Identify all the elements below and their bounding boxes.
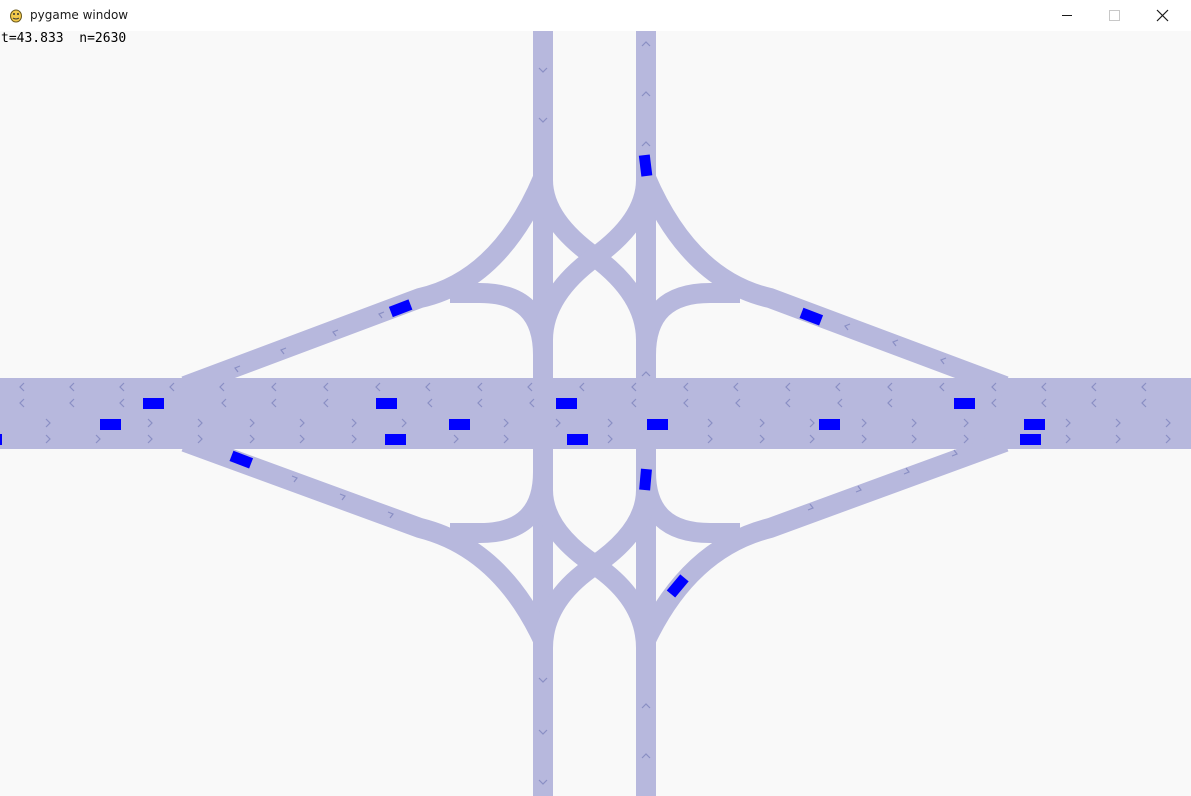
ramp-lower-left <box>181 432 553 645</box>
vehicle <box>954 398 975 409</box>
vehicle <box>647 419 668 430</box>
ramp-lower-right <box>636 432 1009 645</box>
close-button[interactable] <box>1139 0 1185 31</box>
simulation-stats: t=43.833 n=2630 <box>1 31 126 46</box>
window-title: pygame window <box>30 8 129 22</box>
vehicle <box>449 419 470 430</box>
ramp-upper-right <box>636 174 1009 396</box>
vehicle <box>799 307 824 326</box>
vehicle <box>1020 434 1041 445</box>
close-icon <box>1156 9 1169 22</box>
vehicle-count: n=2630 <box>79 31 127 46</box>
vehicle <box>638 154 653 177</box>
vehicle <box>639 468 652 491</box>
minimize-icon <box>1062 15 1072 16</box>
crossover-upper-b <box>533 179 656 341</box>
vehicle <box>666 574 689 598</box>
vehicle <box>567 434 588 445</box>
vehicle <box>819 419 840 430</box>
vehicle <box>229 450 254 469</box>
vehicle <box>0 434 2 445</box>
title-bar[interactable]: pygame window <box>0 0 1191 31</box>
pygame-snake-icon <box>10 9 22 23</box>
vehicle <box>1024 419 1045 430</box>
time-readout: t=43.833 <box>1 31 64 46</box>
vehicle <box>385 434 406 445</box>
minimize-button[interactable] <box>1044 0 1090 31</box>
ramp-upper-left <box>181 174 553 396</box>
vehicle <box>556 398 577 409</box>
vehicle <box>376 398 397 409</box>
loop-upper-left <box>450 283 553 356</box>
vehicle <box>388 299 413 318</box>
vehicle <box>143 398 164 409</box>
maximize-icon <box>1109 10 1120 21</box>
vehicles <box>0 154 1045 598</box>
loop-lower-left <box>450 471 553 543</box>
highway <box>0 378 1191 449</box>
road-canvas[interactable] <box>0 31 1191 796</box>
direction-arrows <box>19 41 1171 785</box>
maximize-button[interactable] <box>1091 0 1137 31</box>
crossover-lower-b <box>533 489 656 649</box>
vehicle <box>100 419 121 430</box>
loop-upper-right <box>636 283 740 356</box>
